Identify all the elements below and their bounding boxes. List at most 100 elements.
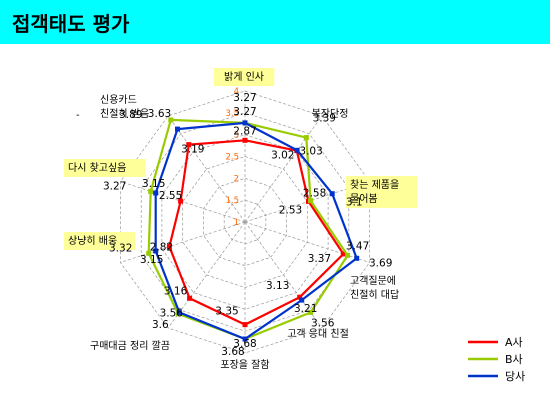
page-title: 접객태도 평가	[12, 12, 130, 36]
axis-label: 밝게 인사	[224, 71, 264, 83]
axis-label: 상냥히 배웅	[68, 235, 117, 247]
data-label: 3.47	[346, 240, 369, 252]
data-point	[329, 191, 335, 197]
axis-label: 찾는 제품을	[350, 179, 399, 191]
axis-label: 고객질문에	[350, 275, 396, 287]
legend-label: A사	[505, 336, 523, 349]
data-label: 2.87	[233, 125, 256, 137]
axis-label: 복장단정	[312, 108, 349, 120]
data-point	[308, 309, 314, 315]
data-label: 3.16	[164, 285, 188, 297]
data-label: 3.68	[221, 346, 244, 358]
data-label: 3.27	[233, 92, 256, 104]
data-label: 3.03	[299, 145, 322, 157]
axis-label: 구매대금 정리 깔끔	[90, 340, 170, 352]
axis-label-highlight	[346, 176, 417, 208]
data-point	[148, 188, 154, 194]
data-point	[175, 126, 180, 132]
tick-label: 1	[234, 218, 239, 228]
grid-spoke	[167, 221, 246, 329]
data-label: 2.58	[303, 188, 326, 200]
tick-label: 1.5	[225, 196, 239, 206]
tick-label: 2	[234, 174, 239, 184]
axis-label-highlight	[64, 232, 135, 250]
grid-spoke	[244, 115, 323, 223]
data-label: 3.27	[233, 106, 256, 118]
radial-tick-labels: 1 1.5 2 2.5 3 3.5 4	[225, 87, 239, 228]
axis-label: 친절히 대답	[350, 288, 399, 301]
data-point	[242, 322, 248, 328]
data-label: 2.53	[279, 204, 302, 216]
series-layer	[146, 117, 360, 342]
data-point	[303, 135, 309, 141]
data-label: 3.89	[119, 109, 142, 121]
data-point	[242, 137, 248, 143]
data-label: 3.02	[271, 150, 294, 162]
data-label: 3.68	[233, 338, 256, 350]
axis-label: 다시 찾고싶음	[68, 162, 126, 174]
data-label: 3.21	[294, 303, 317, 315]
data-point	[242, 336, 248, 342]
data-label: 3.63	[148, 108, 171, 120]
data-point	[297, 294, 303, 300]
data-point	[308, 198, 314, 204]
data-point	[345, 252, 351, 258]
data-label: 3.32	[109, 242, 132, 254]
grid-ring	[140, 112, 350, 332]
data-point	[186, 142, 192, 148]
title-bar: 접객태도 평가	[0, 0, 550, 44]
grid-spoke	[244, 221, 370, 263]
grid-spoke	[167, 115, 246, 223]
axis-label: 포장을 잘함	[220, 359, 269, 371]
data-label: 3.35	[215, 306, 238, 318]
data-point	[242, 120, 248, 126]
axis-label: 신용카드	[100, 94, 137, 106]
data-label: 3.1	[346, 197, 363, 209]
tick-label: 4	[234, 87, 239, 97]
data-point	[294, 147, 300, 153]
axis-label: 고객 응대 친절	[287, 327, 349, 340]
tick-label: 2.5	[225, 153, 239, 163]
data-label: 2.82	[150, 242, 173, 254]
data-point	[299, 297, 305, 303]
data-label: 3.56	[311, 317, 335, 329]
data-point	[176, 309, 182, 315]
data-label: 3.69	[369, 257, 392, 269]
data-point	[166, 244, 172, 250]
data-point	[153, 190, 159, 196]
axis-label: 물어봄	[350, 193, 378, 205]
axis-note: -	[76, 110, 80, 121]
grid-spoke	[244, 221, 323, 329]
axis-label-highlight	[213, 68, 275, 86]
radar-grid	[120, 90, 370, 354]
grid-spoke	[120, 221, 246, 263]
data-label: 3.56	[160, 307, 184, 319]
series-line	[168, 139, 345, 326]
data-point	[340, 251, 346, 257]
tick-label: 3	[234, 131, 239, 141]
data-label: 3.13	[266, 280, 289, 292]
tick-label: 3.5	[225, 109, 239, 119]
data-point	[187, 295, 193, 301]
axis-label-highlight	[64, 159, 146, 177]
data-point	[354, 255, 360, 261]
data-label: 3.15	[140, 254, 163, 266]
axis-label: 친절히 받음	[100, 107, 149, 120]
data-labels: 2.873.022.533.373.133.353.162.822.553.19…	[103, 92, 392, 358]
data-point	[153, 248, 159, 254]
data-point	[146, 250, 152, 256]
data-label: 3.19	[181, 144, 204, 156]
data-label: 3.27	[103, 180, 126, 192]
data-label: 3.39	[313, 113, 336, 125]
data-label: 2.55	[159, 190, 182, 202]
legend-label: 당사	[505, 370, 525, 383]
data-point	[168, 117, 174, 123]
legend-label: B사	[505, 353, 523, 366]
data-label: 3.6	[152, 319, 169, 331]
data-label: 3.37	[308, 253, 331, 265]
data-point	[178, 198, 184, 204]
